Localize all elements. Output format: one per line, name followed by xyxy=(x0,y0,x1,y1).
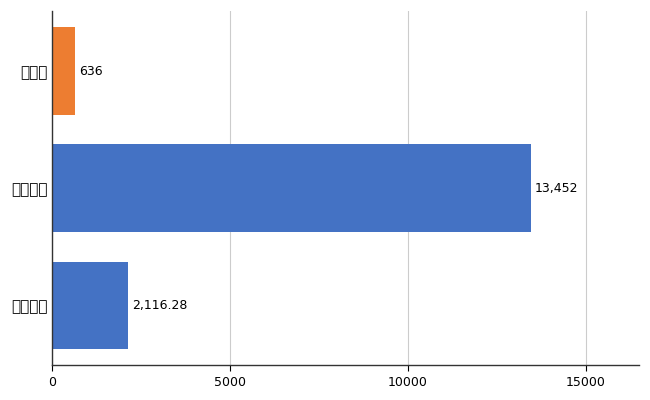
Text: 13,452: 13,452 xyxy=(535,182,578,195)
Bar xyxy=(53,262,127,349)
Text: 2,116.28: 2,116.28 xyxy=(132,299,187,312)
Text: 636: 636 xyxy=(79,65,103,78)
Bar xyxy=(53,27,75,115)
Bar xyxy=(53,144,530,232)
